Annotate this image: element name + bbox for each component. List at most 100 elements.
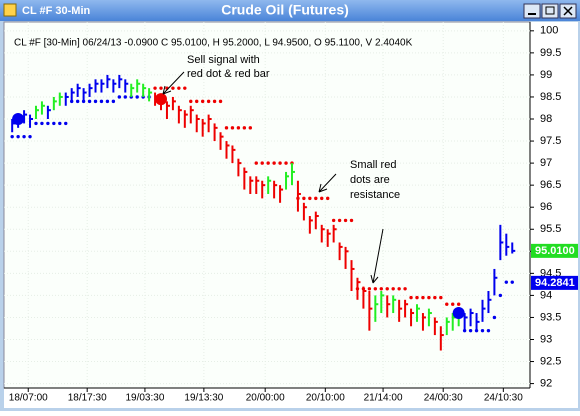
stop-dot [367, 287, 372, 291]
y-tick-label: 99.5 [540, 47, 561, 59]
stop-dot [421, 295, 425, 300]
stop-dot [111, 99, 116, 104]
maximize-icon [545, 6, 555, 15]
stop-dot [248, 126, 253, 130]
y-tick-label: 92.5 [540, 355, 561, 367]
stop-dot [385, 287, 389, 291]
stop-dot [397, 287, 401, 291]
stop-dot [308, 196, 312, 201]
stop-dot [403, 287, 407, 291]
stop-dot [183, 86, 187, 90]
window-title: CL #F 30-Min [22, 5, 91, 17]
stop-dot [177, 86, 181, 90]
stop-dot [349, 218, 354, 223]
stop-dot [171, 86, 175, 90]
stop-dot [206, 99, 211, 104]
stop-dot [480, 328, 485, 333]
plot-area [3, 21, 531, 389]
x-tick-label: 20/10:00 [306, 393, 345, 404]
y-tick-label: 95.5 [540, 223, 561, 235]
stop-dot [373, 287, 378, 291]
stop-dot [22, 134, 26, 139]
stop-dot [337, 218, 342, 223]
stop-dot [40, 121, 44, 126]
y-tick-label: 98 [540, 113, 552, 125]
price-label: 95.0100 [535, 245, 575, 257]
y-tick-label: 93.5 [540, 311, 561, 323]
stop-dot [58, 121, 62, 126]
stop-dot [326, 196, 330, 201]
y-tick-label: 92 [540, 377, 552, 389]
stop-dot [34, 121, 38, 126]
stop-dot [75, 99, 80, 104]
stop-dot [218, 99, 223, 104]
annotation-arrow [162, 71, 185, 95]
x-axis-area [4, 388, 578, 408]
stop-dot [230, 126, 235, 130]
price-label: 94.2841 [535, 277, 575, 289]
chart-title: Crude Oil (Futures) [221, 2, 349, 18]
stop-dot [278, 161, 282, 165]
annotation-text: Small red [350, 159, 396, 171]
y-tick-label: 97.5 [540, 135, 561, 147]
x-tick-label: 24/10:30 [484, 393, 523, 404]
stop-dot [439, 295, 443, 300]
y-tick-label: 96.5 [540, 179, 561, 191]
stop-dot [93, 99, 98, 104]
stop-dot [427, 295, 431, 300]
stop-dot [343, 218, 348, 223]
annotation-text: resistance [350, 189, 400, 201]
stop-dot [314, 196, 318, 201]
stop-dot [117, 95, 122, 99]
stop-dot [510, 280, 514, 284]
stop-dot [331, 218, 336, 223]
title-bar [0, 0, 580, 21]
annotation-text: Sell signal with [187, 54, 260, 66]
x-tick-label: 21/14:00 [364, 393, 403, 404]
stop-dot [195, 99, 199, 104]
stop-dot [28, 134, 32, 139]
chart-subtitle: CL #F [30-Min] 06/24/13 -0.0900 C 95.010… [14, 38, 413, 49]
x-tick-label: 18/17:30 [68, 393, 107, 404]
price-label-box [531, 275, 578, 290]
stop-dot [200, 99, 205, 104]
stop-dot [504, 280, 509, 284]
stop-dot [409, 295, 413, 300]
stop-dot [260, 161, 264, 165]
y-tick-label: 100 [540, 25, 558, 37]
x-tick-label: 19/13:30 [184, 393, 223, 404]
stop-dot [272, 161, 276, 165]
y-tick-label: 99 [540, 69, 552, 81]
annotation-arrow [318, 173, 337, 193]
y-tick-label: 97 [540, 157, 552, 169]
stop-dot [224, 126, 229, 130]
stop-dot [486, 328, 491, 333]
window-buttons [523, 3, 577, 19]
stop-dot [456, 302, 461, 306]
stop-dot [391, 287, 395, 291]
x-tick-label: 20/00:00 [246, 393, 285, 404]
annotation-text: red dot & red bar [187, 68, 270, 80]
signal-dot [452, 307, 465, 320]
stop-dot [46, 121, 50, 126]
stop-dot [189, 99, 193, 104]
minimize-button[interactable] [523, 3, 541, 19]
stop-dot [123, 95, 127, 99]
stop-dot [498, 293, 503, 298]
stop-dot [135, 95, 139, 99]
stop-dot [302, 196, 306, 201]
window-icon [3, 3, 17, 17]
price-label-box [531, 243, 578, 258]
stop-dot [236, 126, 241, 130]
y-tick-label: 94 [540, 289, 552, 301]
signal-dot [155, 93, 168, 106]
stop-dot [433, 295, 437, 300]
stop-dot [445, 302, 449, 306]
stop-dot [242, 126, 247, 130]
annotation-arrow [370, 228, 384, 284]
stop-dot [153, 86, 157, 90]
stop-dot [451, 302, 455, 306]
y-tick-label: 98.5 [540, 91, 561, 103]
maximize-button[interactable] [541, 3, 559, 19]
stop-dot [52, 121, 56, 126]
